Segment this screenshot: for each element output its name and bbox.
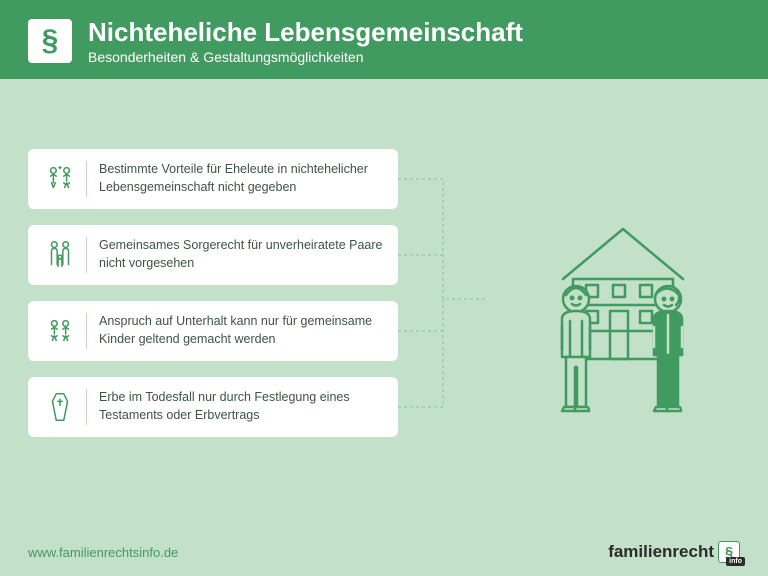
card-text: Gemeinsames Sorgerecht für unverheiratet… (99, 237, 384, 272)
card-benefits: Bestimmte Vorteile für Eheleute in nicht… (28, 149, 398, 209)
page-subtitle: Besonderheiten & Gestaltungsmöglichkeite… (88, 49, 523, 65)
header: § Nichteheliche Lebensgemeinschaft Beson… (0, 0, 768, 79)
couple-house-illustration (518, 209, 728, 439)
family-icon (42, 237, 78, 273)
card-separator (86, 161, 87, 197)
footer-logo: familienrecht § info (608, 541, 740, 563)
section-symbol-icon: § (28, 19, 72, 63)
footer: www.familienrechtsinfo.de familienrecht … (0, 528, 768, 576)
card-text: Bestimmte Vorteile für Eheleute in nicht… (99, 161, 384, 196)
page-title: Nichteheliche Lebensgemeinschaft (88, 18, 523, 47)
couple-heart-icon (42, 161, 78, 197)
footer-logo-text: familienrecht (608, 542, 714, 562)
connector-lines (398, 149, 488, 449)
children-icon (42, 313, 78, 349)
card-separator (86, 313, 87, 349)
card-text: Anspruch auf Unterhalt kann nur für geme… (99, 313, 384, 348)
footer-logo-icon: § info (718, 541, 740, 563)
header-text: Nichteheliche Lebensgemeinschaft Besonde… (88, 18, 523, 65)
card-custody: Gemeinsames Sorgerecht für unverheiratet… (28, 225, 398, 285)
card-support: Anspruch auf Unterhalt kann nur für geme… (28, 301, 398, 361)
card-separator (86, 389, 87, 425)
coffin-icon (42, 389, 78, 425)
card-text: Erbe im Todesfall nur durch Festlegung e… (99, 389, 384, 424)
footer-url: www.familienrechtsinfo.de (28, 545, 178, 560)
body: Bestimmte Vorteile für Eheleute in nicht… (0, 79, 768, 519)
card-separator (86, 237, 87, 273)
card-inheritance: Erbe im Todesfall nur durch Festlegung e… (28, 377, 398, 437)
footer-logo-badge: info (726, 557, 745, 566)
cards-column: Bestimmte Vorteile für Eheleute in nicht… (28, 149, 398, 437)
